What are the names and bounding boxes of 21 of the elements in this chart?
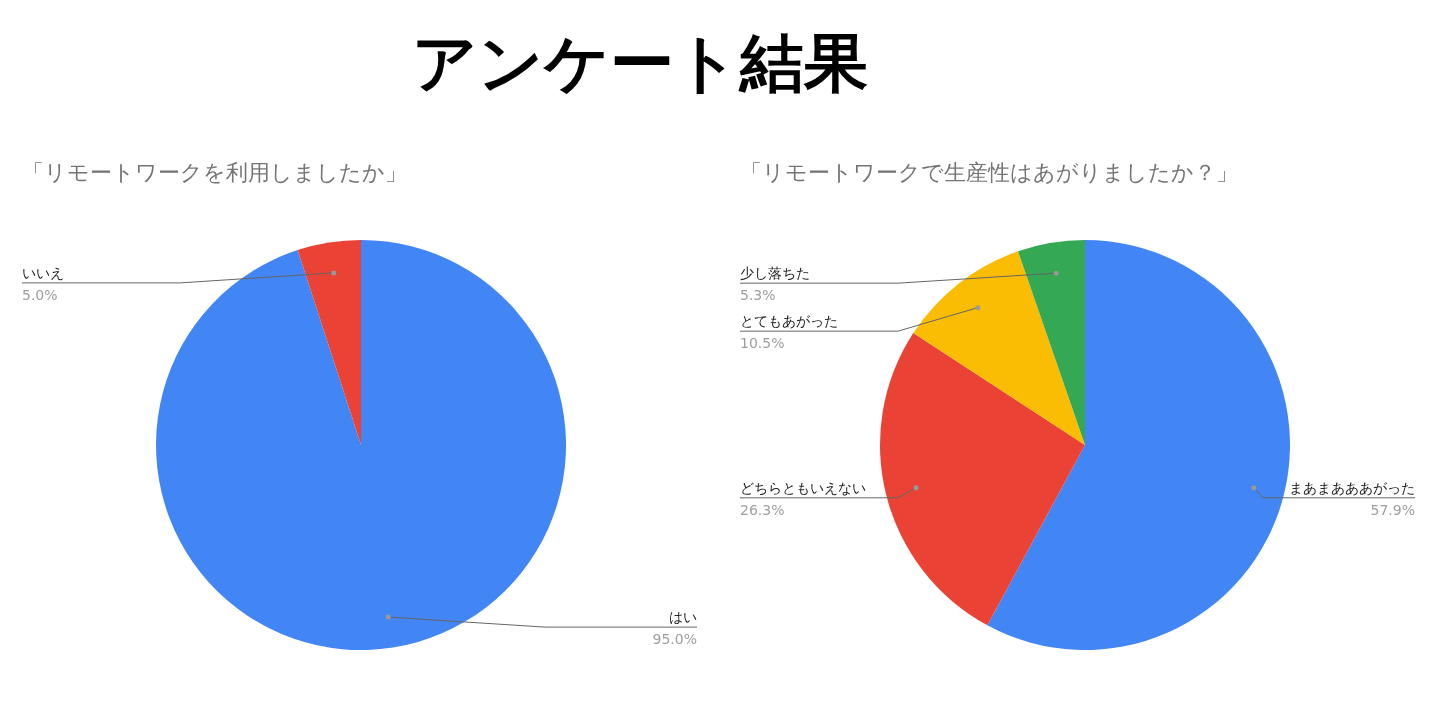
data-label: 5.0% [22, 286, 58, 303]
slice-label: はい [669, 609, 697, 626]
text: アンケート結果 [412, 26, 868, 100]
pie-slice [156, 240, 566, 650]
pie-slice [1017, 240, 1085, 445]
data-label: 10.5% [740, 335, 785, 352]
slice-label: いいえ [22, 264, 64, 281]
data-label: 26.3% [740, 501, 785, 518]
pie-slice [913, 251, 1085, 445]
chart-title: 「リモートワークを利用しましたか」 [22, 160, 407, 185]
chart-title: 「リモートワークで生産性はあがりましたか？」 [740, 160, 1238, 185]
pie-slice [987, 240, 1290, 650]
slice-label: まあまあああがった [1289, 479, 1415, 496]
pie-slice [297, 240, 361, 445]
slice-label: 少し落ちた [740, 265, 810, 282]
slice-label: どちらともいえない [740, 479, 866, 496]
data-label: 95.0% [652, 631, 697, 648]
data-label: 57.9% [1370, 501, 1415, 518]
pie-slice [880, 332, 1085, 626]
data-label: 5.3% [740, 287, 776, 304]
slice-label: とてもあがった [740, 313, 838, 330]
